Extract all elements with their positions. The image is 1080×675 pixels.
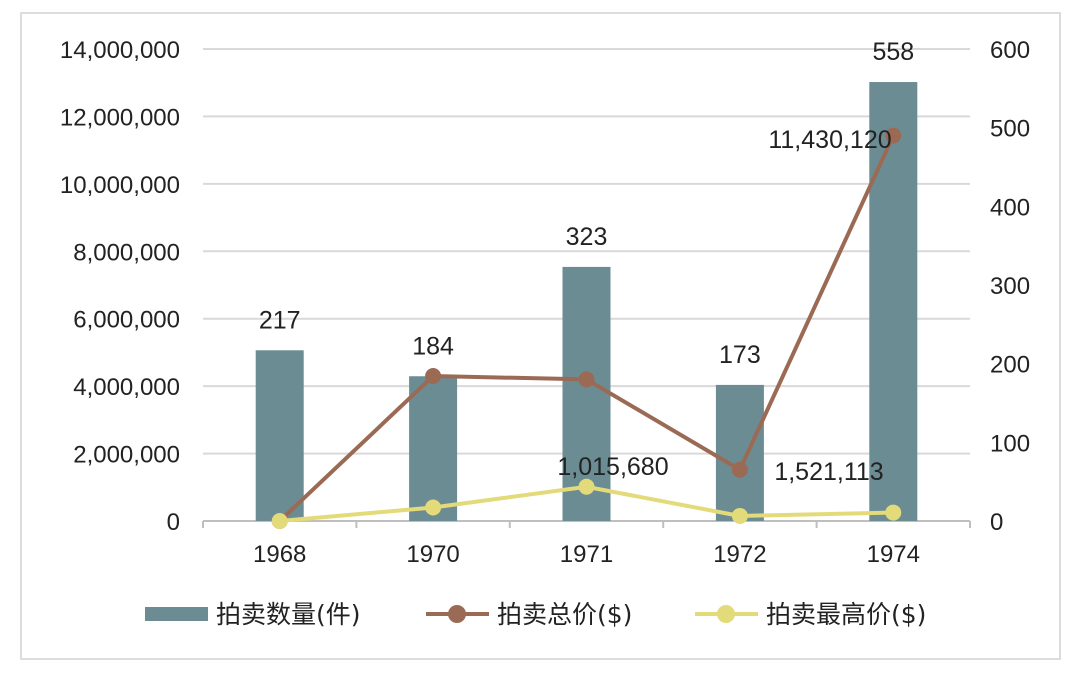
legend-label: 拍卖最高价($): [766, 600, 926, 629]
total-price-point: [731, 461, 748, 478]
legend-label: 拍卖数量(件): [216, 600, 361, 629]
left-axis-tick-label: 2,000,000: [73, 442, 180, 469]
x-axis-tick-label: 1971: [560, 541, 613, 568]
right-axis-tick-label: 200: [990, 352, 1030, 379]
bar: [869, 82, 918, 521]
x-axis-tick-label: 1972: [713, 541, 766, 568]
bar-value-label: 558: [872, 38, 914, 66]
bar-value-label: 217: [259, 306, 301, 334]
right-axis-tick-label: 0: [990, 509, 1003, 536]
bar-value-label: 173: [719, 341, 761, 369]
left-axis-tick-label: 0: [167, 509, 180, 536]
legend-label: 拍卖总价($): [497, 600, 632, 629]
bar: [409, 376, 458, 521]
max-price-point: [271, 513, 288, 529]
right-axis-tick-label: 600: [990, 37, 1030, 64]
annotation-label: 1,521,113: [774, 458, 883, 486]
max-price-point: [578, 478, 595, 495]
annotation-label: 1,015,680: [557, 453, 668, 481]
left-axis-tick-label: 10,000,000: [60, 172, 180, 199]
total-price-point: [578, 371, 595, 388]
bar-value-label: 184: [412, 332, 454, 360]
total-price-point: [425, 368, 442, 385]
bar: [255, 350, 304, 521]
left-axis-tick-label: 4,000,000: [73, 374, 180, 401]
left-axis-tick-label: 14,000,000: [60, 37, 180, 64]
x-axis-tick-label: 1968: [253, 541, 306, 568]
bar: [562, 266, 611, 521]
x-axis-tick-label: 1970: [406, 541, 459, 568]
x-axis-tick-label: 1974: [867, 541, 920, 568]
right-axis-tick-label: 400: [990, 194, 1030, 221]
total-price-point: [885, 127, 902, 144]
annotation-label: 11,430,120: [768, 126, 891, 154]
right-axis-tick-label: 100: [990, 430, 1030, 457]
max-price-point: [885, 504, 902, 521]
right-axis-tick-label: 300: [990, 273, 1030, 300]
right-axis-tick-label: 500: [990, 116, 1030, 143]
bar-value-label: 323: [566, 223, 608, 251]
legend-swatch-bar: [145, 607, 208, 621]
max-price-point: [425, 499, 442, 516]
bar: [715, 384, 764, 521]
left-axis-tick-label: 6,000,000: [73, 307, 180, 334]
legend-swatch-marker: [448, 605, 466, 623]
left-axis-tick-label: 12,000,000: [60, 104, 180, 131]
max-price-point: [731, 507, 748, 524]
left-axis-tick-label: 8,000,000: [73, 239, 180, 266]
legend-swatch-marker: [717, 605, 735, 623]
